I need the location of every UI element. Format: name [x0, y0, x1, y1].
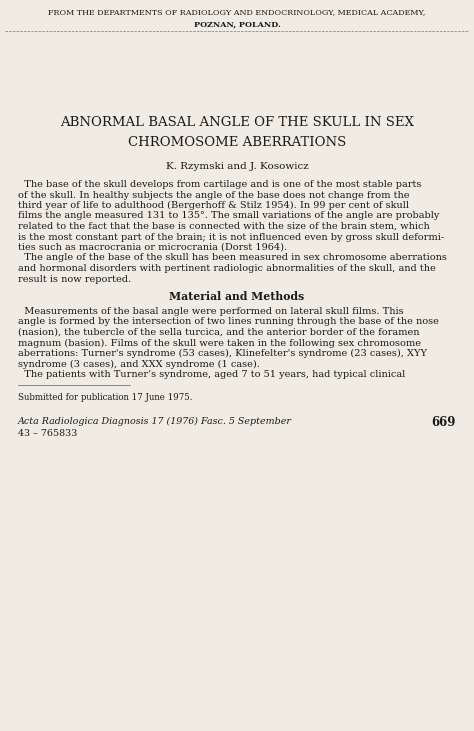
Text: 43 – 765833: 43 – 765833 [18, 430, 77, 439]
Text: third year of life to adulthood (Bergerhoff & Stilz 1954). In 99 per cent of sku: third year of life to adulthood (Bergerh… [18, 201, 409, 210]
Text: magnum (basion). Films of the skull were taken in the following sex chromosome: magnum (basion). Films of the skull were… [18, 338, 421, 348]
Text: syndrome (3 cases), and XXX syndrome (1 case).: syndrome (3 cases), and XXX syndrome (1 … [18, 360, 260, 368]
Text: angle is formed by the intersection of two lines running through the base of the: angle is formed by the intersection of t… [18, 317, 439, 327]
Text: ABNORMAL BASAL ANGLE OF THE SKULL IN SEX: ABNORMAL BASAL ANGLE OF THE SKULL IN SEX [60, 116, 414, 129]
Text: films the angle measured 131 to 135°. The small variations of the angle are prob: films the angle measured 131 to 135°. Th… [18, 211, 439, 221]
Text: ties such as macrocrania or microcrania (Dorst 1964).: ties such as macrocrania or microcrania … [18, 243, 287, 252]
Text: The patients with Turner’s syndrome, aged 7 to 51 years, had typical clinical: The patients with Turner’s syndrome, age… [18, 370, 405, 379]
Text: result is now reported.: result is now reported. [18, 275, 131, 284]
Text: The angle of the base of the skull has been measured in sex chromosome aberratio: The angle of the base of the skull has b… [18, 254, 447, 262]
Text: Measurements of the basal angle were performed on lateral skull films. This: Measurements of the basal angle were per… [18, 307, 404, 316]
Text: Submitted for publication 17 June 1975.: Submitted for publication 17 June 1975. [18, 393, 192, 401]
Text: POZNAN, POLAND.: POZNAN, POLAND. [193, 21, 281, 29]
Text: K. Rzymski and J. Kosowicz: K. Rzymski and J. Kosowicz [165, 162, 309, 171]
Text: The base of the skull develops from cartilage and is one of the most stable part: The base of the skull develops from cart… [18, 180, 421, 189]
Text: (nasion), the tubercle of the sella turcica, and the anterior border of the fora: (nasion), the tubercle of the sella turc… [18, 328, 419, 337]
Text: aberrations: Turner's syndrome (53 cases), Klinefelter's syndrome (23 cases), XY: aberrations: Turner's syndrome (53 cases… [18, 349, 427, 358]
Text: and hormonal disorders with pertinent radiologic abnormalities of the skull, and: and hormonal disorders with pertinent ra… [18, 264, 436, 273]
Text: CHROMOSOME ABERRATIONS: CHROMOSOME ABERRATIONS [128, 136, 346, 149]
Text: related to the fact that the base is connected with the size of the brain stem, : related to the fact that the base is con… [18, 222, 430, 231]
Text: Acta Radiologica Diagnosis 17 (1976) Fasc. 5 September: Acta Radiologica Diagnosis 17 (1976) Fas… [18, 417, 292, 425]
Text: of the skull. In healthy subjects the angle of the base does not change from the: of the skull. In healthy subjects the an… [18, 191, 410, 200]
Text: FROM THE DEPARTMENTS OF RADIOLOGY AND ENDOCRINOLOGY, MEDICAL ACADEMY,: FROM THE DEPARTMENTS OF RADIOLOGY AND EN… [48, 8, 426, 16]
Text: 669: 669 [432, 417, 456, 430]
Text: is the most constant part of the brain; it is not influenced even by gross skull: is the most constant part of the brain; … [18, 232, 444, 241]
Text: Material and Methods: Material and Methods [169, 291, 305, 302]
